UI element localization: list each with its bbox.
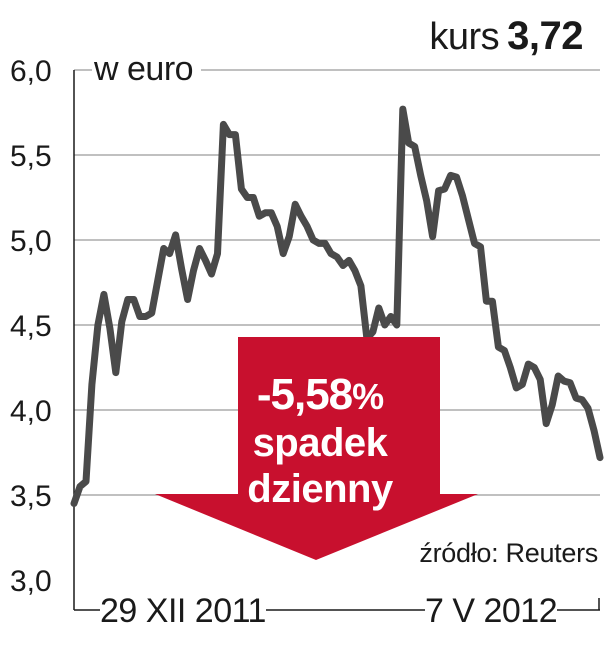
badge-text-line1: spadek [252,421,388,465]
y-tick-label: 4,5 [10,310,52,343]
badge-text-line2: dzienny [247,467,393,511]
price-value: 3,72 [507,14,583,58]
price-label: kurs [429,16,500,58]
change-badge-arrow [155,337,478,560]
y-tick-label: 5,5 [10,140,52,173]
change-percent: -5,58% [200,373,440,417]
x-tick-label-start: 29 XII 2011 [100,592,266,631]
down-arrow-icon [155,337,478,560]
source-label: źródło: Reuters [413,538,598,569]
y-tick-label: 6,0 [10,55,52,88]
y-tick-label: 4,0 [10,395,52,428]
series-line [70,105,604,507]
y-tick-label: 3,5 [10,480,52,513]
percent-sign: % [352,376,384,417]
x-tick-label-end: 7 V 2012 [425,592,558,631]
price-header: kurs 3,72 [429,14,583,59]
price-line [70,105,604,507]
y-tick-label: 3,0 [10,565,52,598]
y-tick-label: 5,0 [10,225,52,258]
y-tick-labels: 6,0 5,5 5,0 4,5 4,0 3,5 3,0 [10,55,52,598]
change-badge: -5,58% spadek dzienny [200,373,440,511]
unit-label: w euro [92,50,202,89]
change-value: -5,58 [256,370,353,419]
